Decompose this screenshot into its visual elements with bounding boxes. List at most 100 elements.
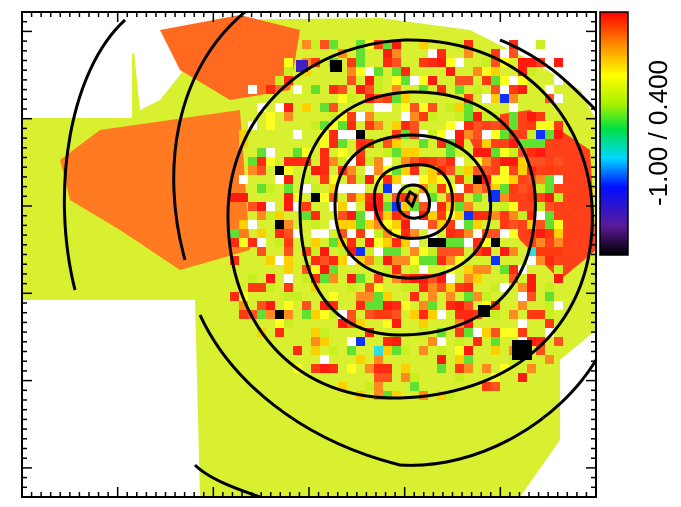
map-cell xyxy=(455,166,464,175)
map-cell xyxy=(392,301,401,310)
map-cell xyxy=(455,85,464,94)
map-cell xyxy=(284,310,293,319)
map-cell xyxy=(464,76,473,85)
map-cell xyxy=(518,328,527,337)
map-cell xyxy=(509,49,518,58)
map-cell xyxy=(284,76,293,85)
map-cell xyxy=(383,265,392,274)
map-cell xyxy=(464,319,473,328)
map-cell xyxy=(509,103,518,112)
map-cell xyxy=(347,130,356,139)
map-cell xyxy=(230,292,239,301)
map-cell xyxy=(320,121,329,130)
map-cell xyxy=(500,265,509,274)
map-cell xyxy=(356,175,365,184)
map-cell xyxy=(527,112,536,121)
map-cell xyxy=(410,157,419,166)
map-cell xyxy=(401,202,410,211)
map-cell xyxy=(365,283,374,292)
map-cell xyxy=(536,175,545,184)
map-cell xyxy=(356,211,365,220)
map-cell xyxy=(293,157,302,166)
map-cell xyxy=(257,202,266,211)
map-cell xyxy=(347,229,356,238)
map-cell xyxy=(401,364,410,373)
map-cell xyxy=(401,76,410,85)
map-cell xyxy=(338,247,347,256)
map-cell xyxy=(473,184,482,193)
map-cell xyxy=(437,364,446,373)
map-cell xyxy=(446,256,455,265)
map-cell xyxy=(356,256,365,265)
map-cell xyxy=(500,175,509,184)
map-cell xyxy=(311,274,320,283)
map-cell xyxy=(518,301,527,310)
map-cell xyxy=(464,184,473,193)
map-cell xyxy=(383,49,392,58)
map-cell xyxy=(383,58,392,67)
map-cell xyxy=(464,238,473,247)
map-cell xyxy=(284,58,293,67)
map-cell xyxy=(374,85,383,94)
map-cell xyxy=(356,292,365,301)
map-cell xyxy=(446,292,455,301)
map-cell xyxy=(311,121,320,130)
map-cell xyxy=(302,265,311,274)
map-cell xyxy=(365,121,374,130)
map-cell xyxy=(293,292,302,301)
map-cell xyxy=(536,148,545,157)
map-cell xyxy=(437,85,446,94)
map-cell xyxy=(347,67,356,76)
map-cell xyxy=(356,49,365,58)
map-cell xyxy=(302,274,311,283)
map-cell xyxy=(446,166,455,175)
map-cell xyxy=(545,247,554,256)
map-cell xyxy=(455,301,464,310)
map-cell xyxy=(500,148,509,157)
map-cell xyxy=(419,85,428,94)
map-cell xyxy=(365,112,374,121)
map-cell xyxy=(365,211,374,220)
map-cell xyxy=(392,85,401,94)
map-cell xyxy=(329,103,338,112)
map-cell xyxy=(437,184,446,193)
map-cell xyxy=(284,283,293,292)
map-cell xyxy=(410,121,419,130)
map-cell xyxy=(428,193,437,202)
map-cell xyxy=(437,157,446,166)
map-cell xyxy=(464,202,473,211)
map-cell xyxy=(311,166,320,175)
map-cell xyxy=(284,103,293,112)
map-cell xyxy=(536,202,545,211)
map-cell xyxy=(509,148,518,157)
map-cell xyxy=(509,229,518,238)
map-cell xyxy=(374,103,383,112)
map-cell xyxy=(374,76,383,85)
contour xyxy=(198,314,596,467)
map-cell xyxy=(446,301,455,310)
map-cell xyxy=(419,76,428,85)
map-cell xyxy=(401,148,410,157)
map-cell xyxy=(365,193,374,202)
map-cell xyxy=(257,184,266,193)
map-cell xyxy=(401,184,410,193)
map-cell xyxy=(473,274,482,283)
map-cell xyxy=(491,121,500,130)
map-cell xyxy=(365,238,374,247)
map-cell xyxy=(392,49,401,58)
map-cell xyxy=(545,220,554,229)
map-cell xyxy=(374,301,383,310)
map-cell xyxy=(311,337,320,346)
map-cell xyxy=(482,58,491,67)
map-cell xyxy=(419,265,428,274)
map-cell xyxy=(266,301,275,310)
map-cell xyxy=(437,58,446,67)
map-cell xyxy=(383,175,392,184)
map-cell xyxy=(554,301,563,310)
map-cell xyxy=(248,220,257,229)
map-cell xyxy=(329,121,338,130)
map-cell xyxy=(410,220,419,229)
map-cell xyxy=(365,202,374,211)
map-cell xyxy=(491,175,500,184)
